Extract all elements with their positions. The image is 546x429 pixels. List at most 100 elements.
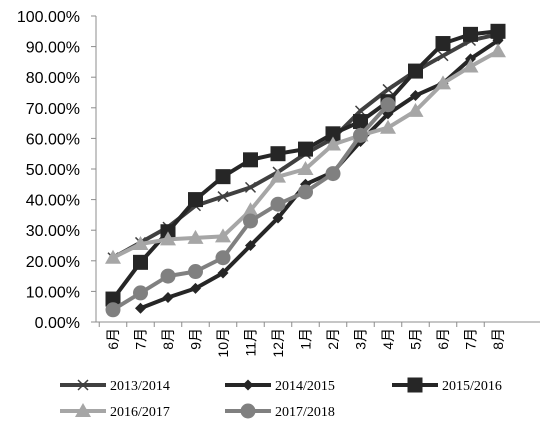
data-point <box>435 36 451 52</box>
data-point <box>215 250 231 266</box>
data-point <box>435 75 451 90</box>
legend-item: 2016/2017 <box>60 403 170 420</box>
x-axis-tick-labels: 6月 7月 8月 9月 10月 11月 12月 1月 2月 3月 4月 5月 6月 7月 8月 <box>105 328 506 358</box>
data-point <box>245 240 256 251</box>
data-point <box>325 126 341 142</box>
x-tick-label: 9月 <box>188 328 204 350</box>
data-point <box>133 285 148 301</box>
legend: 2013/2014 2014/2015 2015/2016 2016/2017 2017… <box>60 377 502 420</box>
x-tick-label: 8月 <box>490 328 506 350</box>
y-tick-label: 100.00% <box>17 9 80 26</box>
legend-label: 2017/2018 <box>275 405 335 420</box>
data-point <box>408 63 423 79</box>
x-marker-stroke <box>217 191 229 203</box>
x-tick-label: 6月 <box>435 328 451 350</box>
legend-label: 2013/2014 <box>110 379 170 394</box>
data-point <box>243 152 258 168</box>
data-point <box>382 83 394 95</box>
y-tick-label: 80.00% <box>26 70 80 87</box>
series-layer <box>105 23 506 318</box>
data-point <box>105 291 121 307</box>
data-point <box>215 228 231 243</box>
data-point <box>272 212 284 224</box>
y-tick-label: 70.00% <box>26 101 80 118</box>
x-tick-label: 5月 <box>408 328 424 350</box>
data-point <box>270 146 286 162</box>
x-tick-label: 8月 <box>160 328 176 350</box>
x-tick-label: 6月 <box>105 328 121 350</box>
data-point <box>160 268 176 284</box>
axes-layer <box>91 15 540 327</box>
x-tick-label: 3月 <box>353 328 369 350</box>
legend-marker <box>240 403 256 419</box>
y-tick-label: 0.00% <box>35 315 80 332</box>
x-marker-stroke <box>77 379 89 391</box>
data-point <box>410 90 421 102</box>
data-point <box>325 136 341 151</box>
data-point <box>242 202 259 217</box>
legend-item: 2017/2018 <box>225 403 335 420</box>
legend-marker <box>407 377 423 393</box>
x-tick-label: 10月 <box>215 328 231 358</box>
data-point <box>298 141 313 157</box>
y-tick-label: 10.00% <box>26 284 80 301</box>
data-point <box>407 102 424 117</box>
data-point <box>162 292 174 304</box>
data-point <box>297 161 314 175</box>
data-point <box>160 231 176 246</box>
data-point <box>217 267 229 279</box>
data-point <box>462 58 479 73</box>
data-point <box>463 26 478 42</box>
y-tick-label: 90.00% <box>26 40 80 57</box>
legend-label: 2014/2015 <box>275 379 335 394</box>
y-tick-label: 30.00% <box>26 223 80 240</box>
legend-label: 2016/2017 <box>110 405 170 420</box>
data-point <box>380 97 396 113</box>
data-point <box>353 127 368 143</box>
y-axis-tick-labels: 0.00% 10.00% 20.00% 30.00% 40.00% 50.00% 60.00… <box>17 9 80 332</box>
x-tick-label: 7月 <box>133 328 149 350</box>
data-point <box>105 249 121 264</box>
data-point <box>353 114 368 130</box>
legend-item: 2015/2016 <box>392 377 502 394</box>
legend-item: 2014/2015 <box>225 379 335 394</box>
data-point <box>188 192 203 208</box>
data-point <box>133 254 148 270</box>
data-point <box>132 235 149 250</box>
series-2015-2016 <box>105 23 506 307</box>
data-point <box>215 169 231 185</box>
legend-label: 2015/2016 <box>442 379 502 394</box>
x-tick-label: 1月 <box>298 328 314 350</box>
data-point <box>188 264 203 280</box>
x-marker-stroke <box>382 83 394 95</box>
legend-item: 2013/2014 <box>60 379 170 394</box>
data-point <box>105 302 121 318</box>
x-marker-stroke <box>437 50 449 62</box>
data-point <box>437 50 449 62</box>
legend-marker <box>242 379 254 391</box>
data-point <box>217 191 229 203</box>
data-point <box>325 166 341 182</box>
x-tick-label: 12月 <box>270 328 286 358</box>
x-tick-label: 7月 <box>463 328 479 350</box>
data-point <box>270 168 286 183</box>
data-point <box>135 302 146 314</box>
series-2017-2018 <box>105 97 396 318</box>
data-point <box>490 43 506 58</box>
data-point <box>190 282 201 294</box>
data-point <box>298 184 313 200</box>
y-tick-label: 40.00% <box>26 193 80 210</box>
y-tick-label: 50.00% <box>26 162 80 179</box>
legend-marker <box>75 403 91 417</box>
data-point <box>380 119 396 134</box>
x-tick-label: 11月 <box>243 328 259 357</box>
x-marker-stroke <box>244 181 257 193</box>
data-point <box>270 196 286 212</box>
legend-marker <box>77 379 89 391</box>
x-tick-label: 2月 <box>325 328 341 350</box>
x-tick-label: 4月 <box>380 328 396 350</box>
data-point <box>244 181 257 193</box>
data-point <box>490 23 506 39</box>
